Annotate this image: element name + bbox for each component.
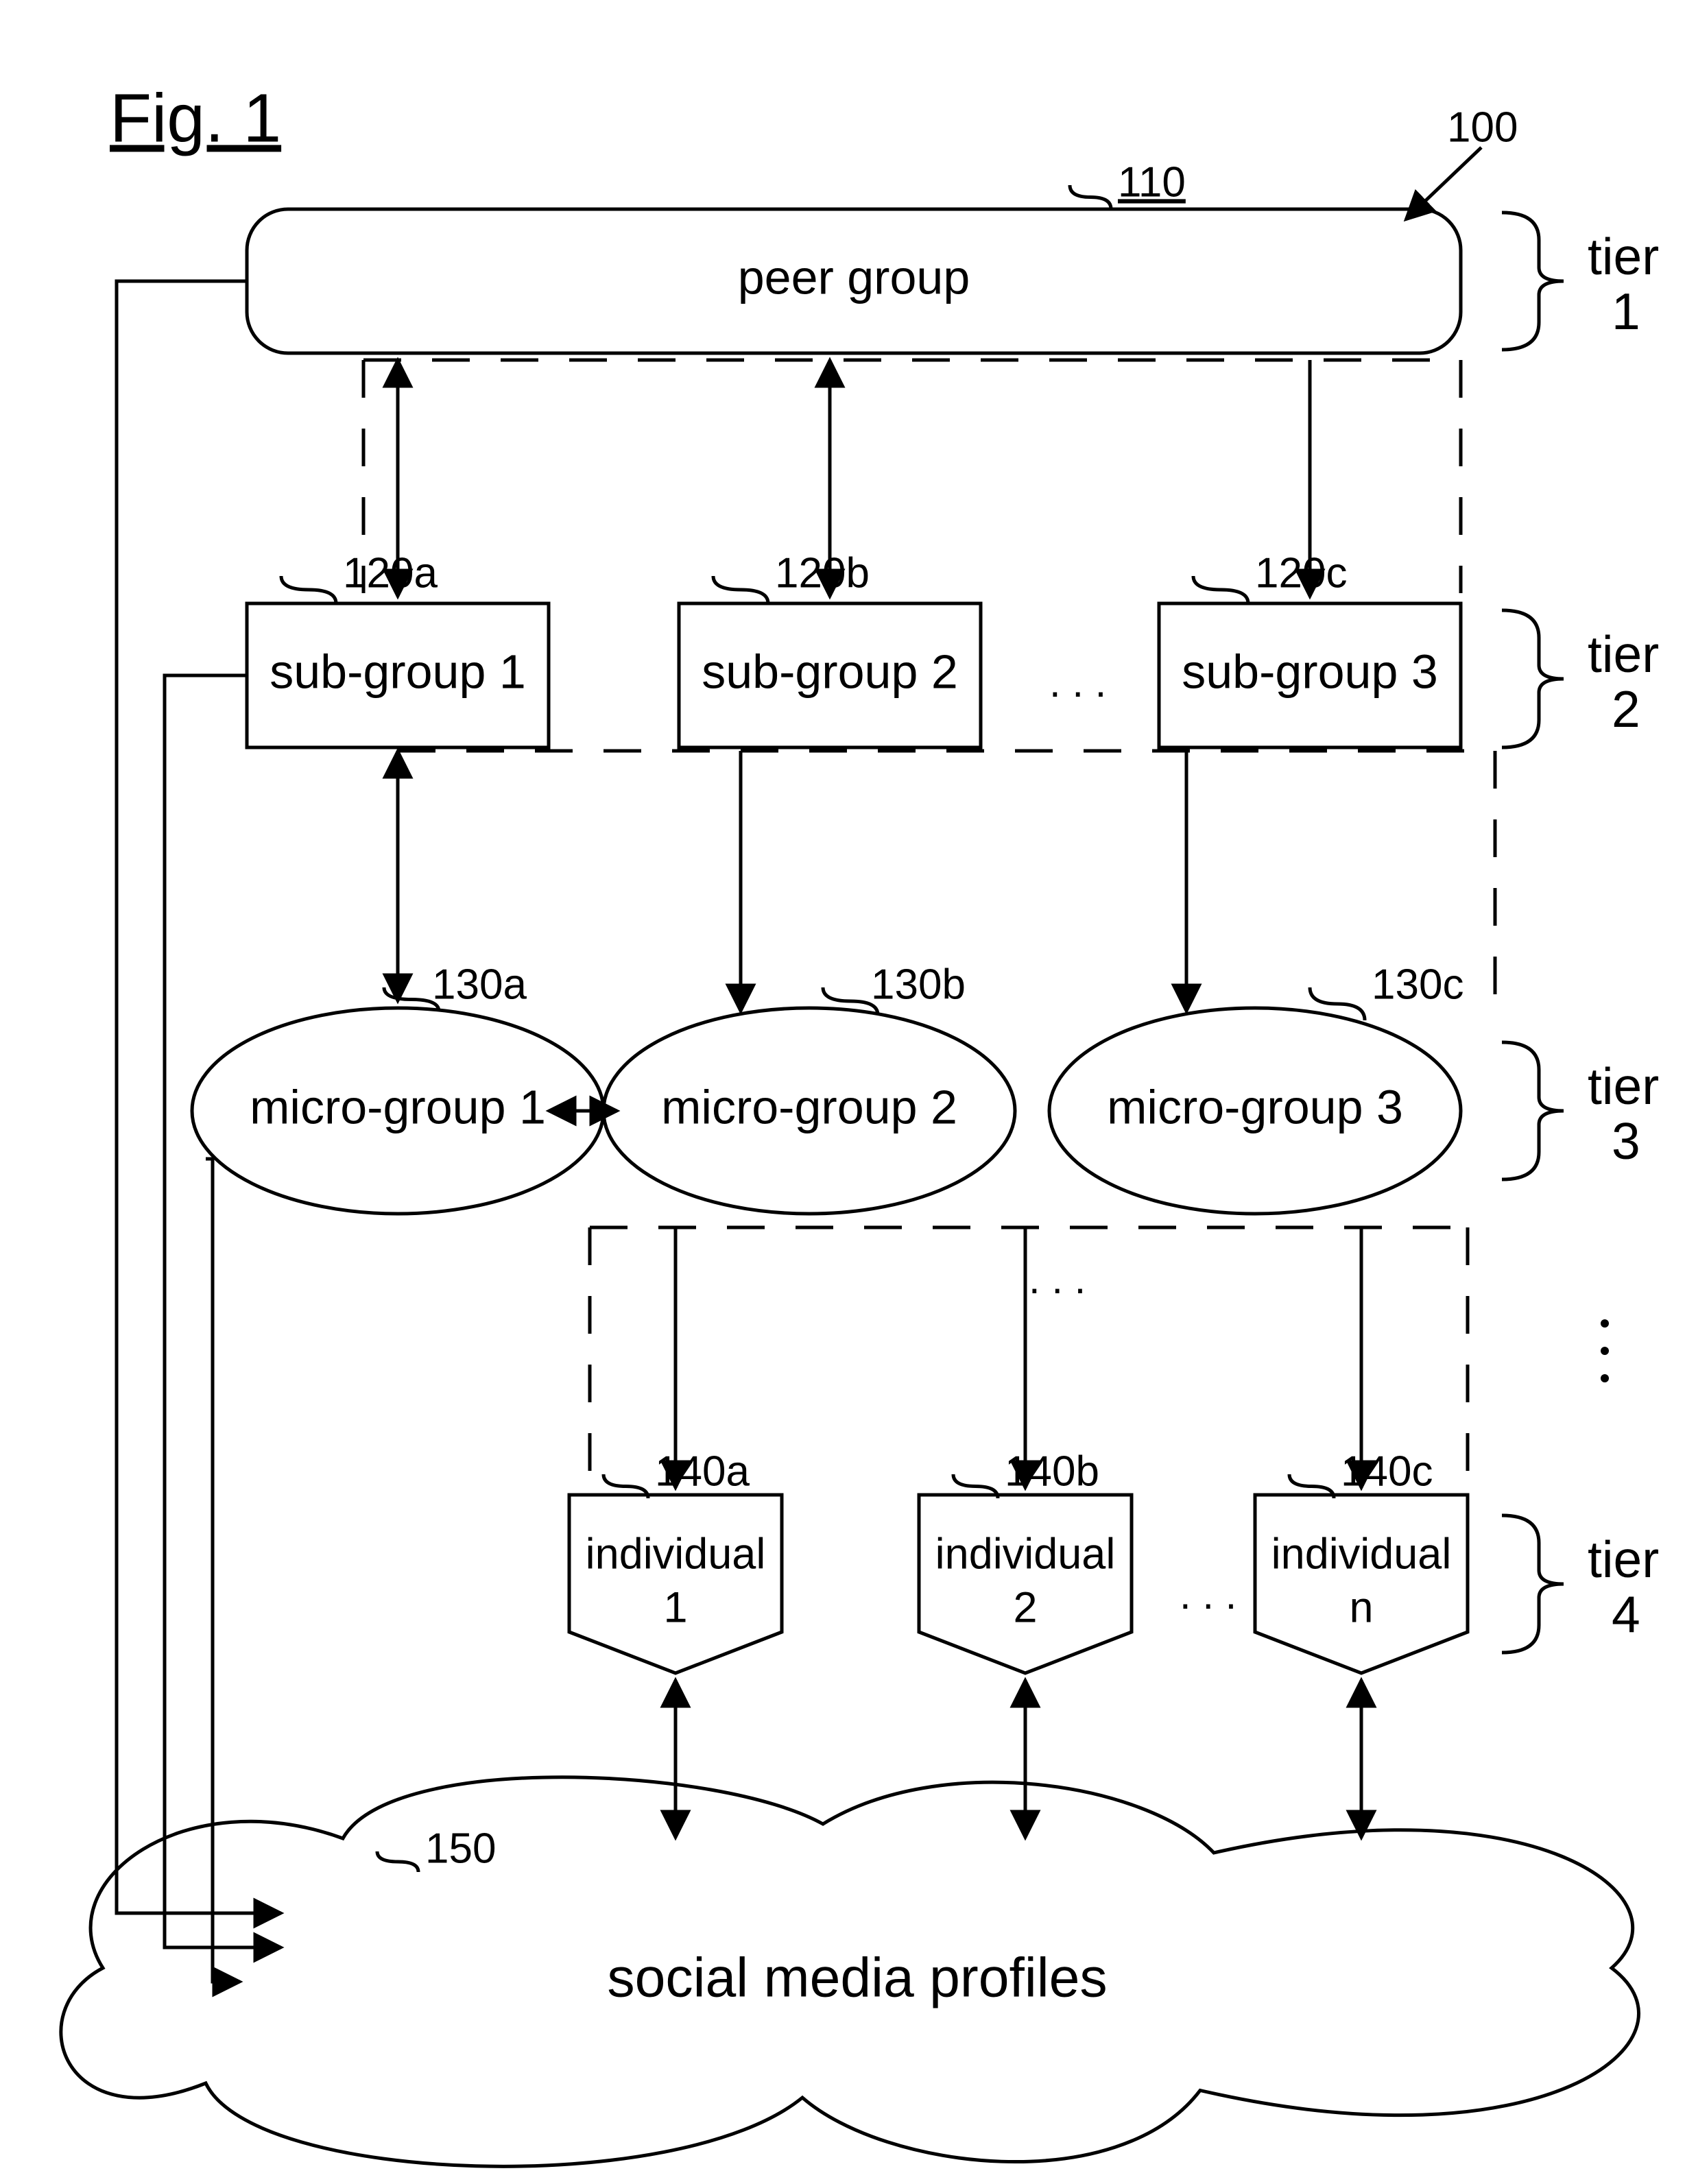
ind2-label2: 2 bbox=[1013, 1584, 1037, 1632]
micro1-label: micro-group 1 bbox=[250, 1080, 546, 1133]
micro-ellipsis: . . . bbox=[1029, 1256, 1086, 1302]
micro2-label: micro-group 2 bbox=[661, 1080, 957, 1133]
tier-num-t3: 3 bbox=[1612, 1112, 1640, 1170]
ref-110: 110 bbox=[1118, 158, 1186, 206]
tier-label-t2: tier bbox=[1588, 625, 1659, 683]
peer-group-label: peer group bbox=[738, 250, 970, 304]
ind2-label1: individual bbox=[935, 1531, 1116, 1579]
ref-120c: 120c bbox=[1255, 549, 1347, 597]
sub2-label: sub-group 2 bbox=[702, 645, 958, 698]
tier-num-t1: 1 bbox=[1612, 283, 1640, 340]
tier-num-t4: 4 bbox=[1612, 1585, 1640, 1643]
sub3-label: sub-group 3 bbox=[1182, 645, 1438, 698]
sub1-label: sub-group 1 bbox=[270, 645, 526, 698]
ref-140c: 140c bbox=[1341, 1448, 1433, 1495]
ref-130a: 130a bbox=[432, 961, 527, 1008]
ref-150: 150 bbox=[425, 1825, 496, 1872]
ind1-label2: 1 bbox=[663, 1584, 687, 1632]
ref-140a: 140a bbox=[655, 1448, 750, 1495]
ind-ellipsis: . . . bbox=[1180, 1572, 1236, 1618]
tier-num-t2: 2 bbox=[1612, 680, 1640, 738]
tier-label-t4: tier bbox=[1588, 1531, 1659, 1588]
figure-title: Fig. 1 bbox=[110, 80, 281, 156]
ref-140b: 140b bbox=[1005, 1448, 1099, 1495]
cloud-label: social media profiles bbox=[607, 1947, 1107, 2008]
ind3-label1: individual bbox=[1271, 1531, 1452, 1579]
ind1-label1: individual bbox=[586, 1531, 766, 1579]
sub-ellipsis: . . . bbox=[1049, 660, 1106, 706]
diagram-canvas: Fig. 1 100 peer group 110 sub-group 1 120a sub… bbox=[0, 0, 1685, 2184]
ref-130c: 130c bbox=[1372, 961, 1463, 1008]
tier-label-t3: tier bbox=[1588, 1057, 1659, 1115]
tier-label-t1: tier bbox=[1588, 228, 1659, 285]
ind3-label2: n bbox=[1349, 1584, 1373, 1632]
ref-120b: 120b bbox=[775, 549, 870, 597]
ref-120a: 120a bbox=[343, 549, 438, 597]
ref-130b: 130b bbox=[871, 961, 966, 1008]
ref-100: 100 bbox=[1447, 104, 1518, 151]
micro3-label: micro-group 3 bbox=[1107, 1080, 1403, 1133]
